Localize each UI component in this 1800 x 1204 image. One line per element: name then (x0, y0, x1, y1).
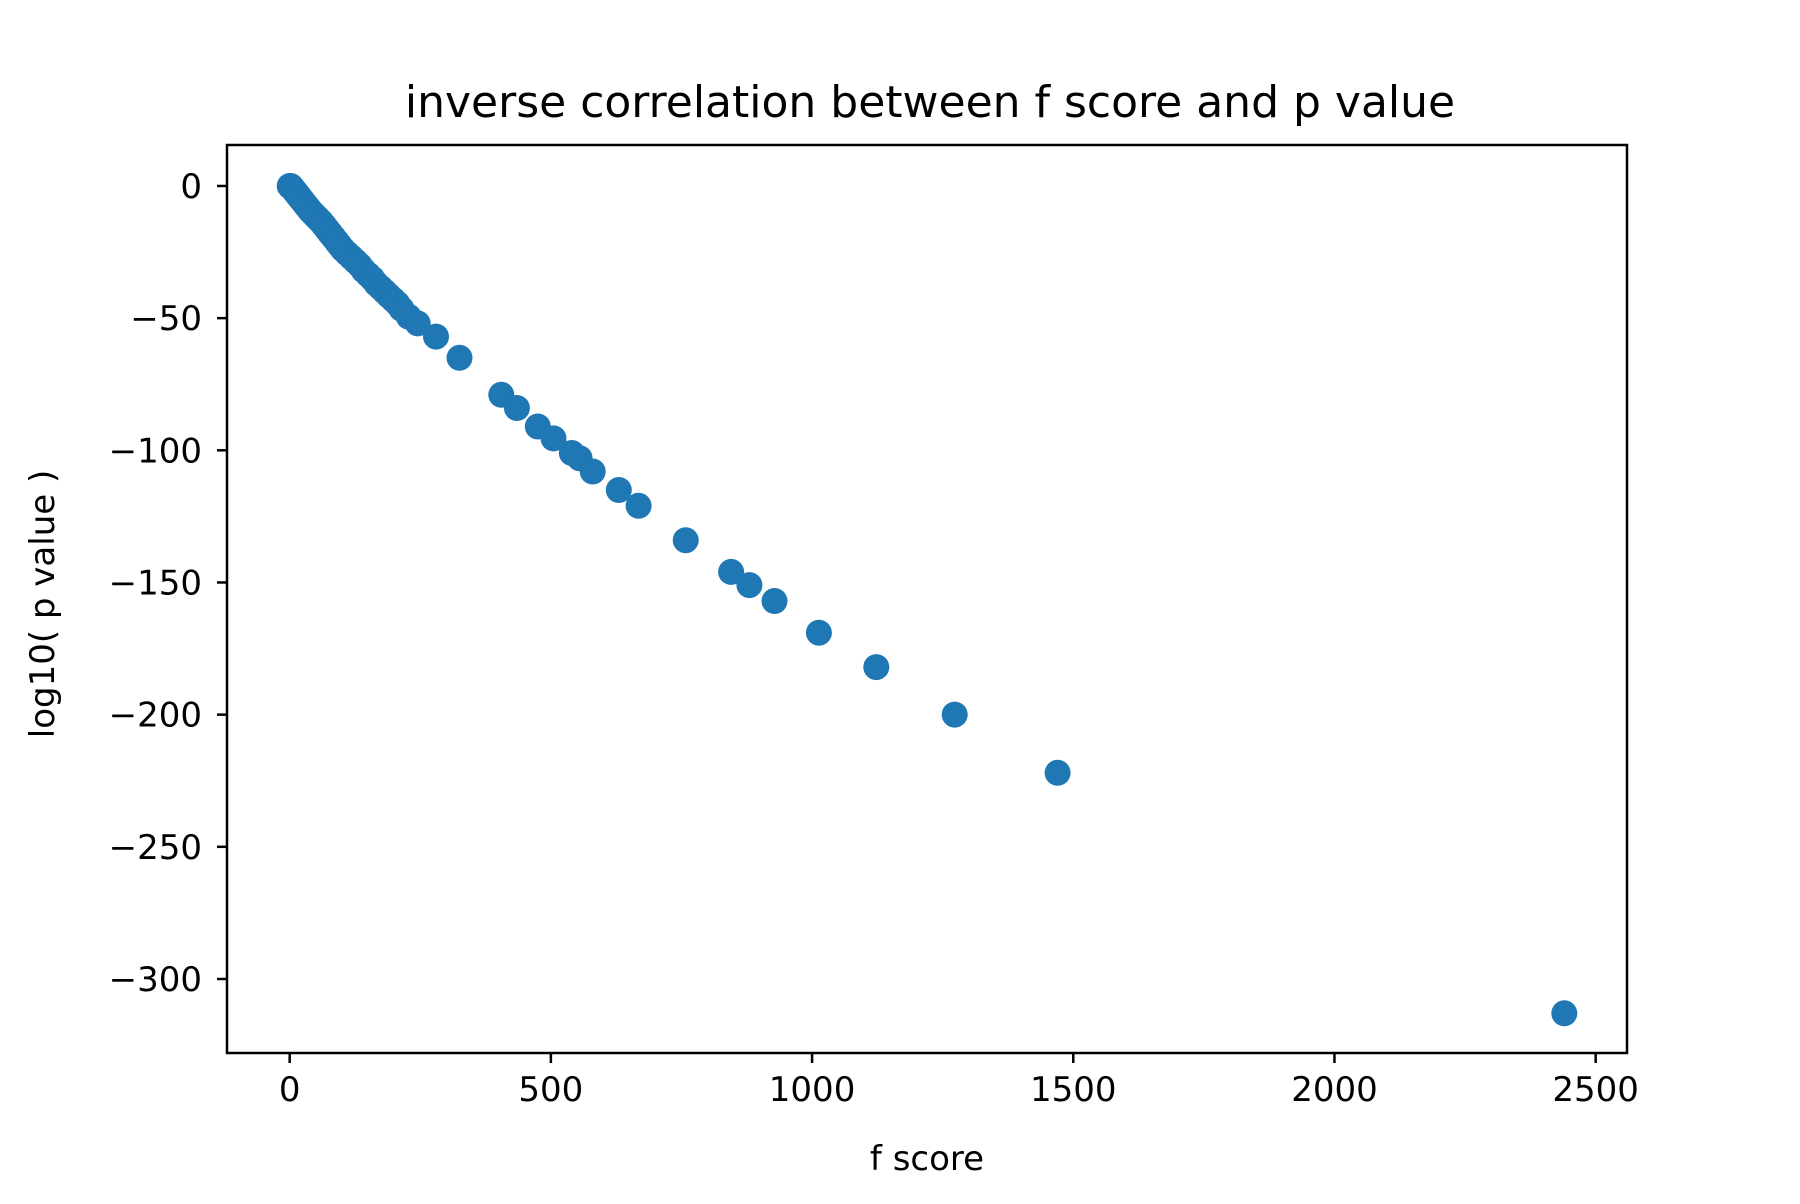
y-axis-ticks: 0 −50 −100 −150 −200 −250 −300 (109, 167, 227, 1000)
y-tick-label: −50 (130, 299, 202, 339)
data-point (503, 395, 530, 421)
data-point (761, 588, 788, 614)
data-point (423, 323, 449, 350)
data-point (863, 654, 890, 681)
y-tick-label: −250 (109, 828, 202, 868)
data-points (276, 173, 1578, 1027)
x-tick-label: 500 (518, 1070, 583, 1110)
y-tick-label: −100 (109, 431, 202, 471)
y-tick-label: 0 (180, 167, 202, 207)
data-point (446, 344, 473, 371)
data-point (579, 458, 606, 485)
x-tick-label: 1000 (769, 1070, 856, 1110)
data-point (672, 527, 699, 554)
x-tick-label: 2000 (1291, 1070, 1378, 1110)
data-point (736, 572, 763, 599)
y-axis-label: log10( p value ) (23, 470, 63, 739)
data-point (605, 477, 632, 503)
y-tick-label: −150 (109, 563, 202, 603)
data-point (718, 558, 745, 585)
y-tick-label: −300 (109, 960, 202, 1000)
data-point (625, 492, 652, 519)
data-point (1044, 759, 1071, 786)
y-tick-label: −200 (109, 696, 202, 736)
x-tick-label: 1500 (1030, 1070, 1117, 1110)
data-point (404, 310, 431, 337)
x-axis-label: f score (870, 1139, 984, 1179)
data-point (941, 701, 968, 728)
chart-title: inverse correlation between f score and … (405, 77, 1455, 128)
data-point (540, 425, 567, 452)
plot-frame (225, 143, 1629, 1055)
data-point (805, 619, 832, 646)
x-tick-label: 0 (279, 1070, 301, 1110)
x-axis-ticks: 0 500 1000 1500 2000 2500 (279, 1053, 1639, 1110)
data-point (1551, 1000, 1578, 1027)
x-tick-label: 2500 (1552, 1070, 1639, 1110)
